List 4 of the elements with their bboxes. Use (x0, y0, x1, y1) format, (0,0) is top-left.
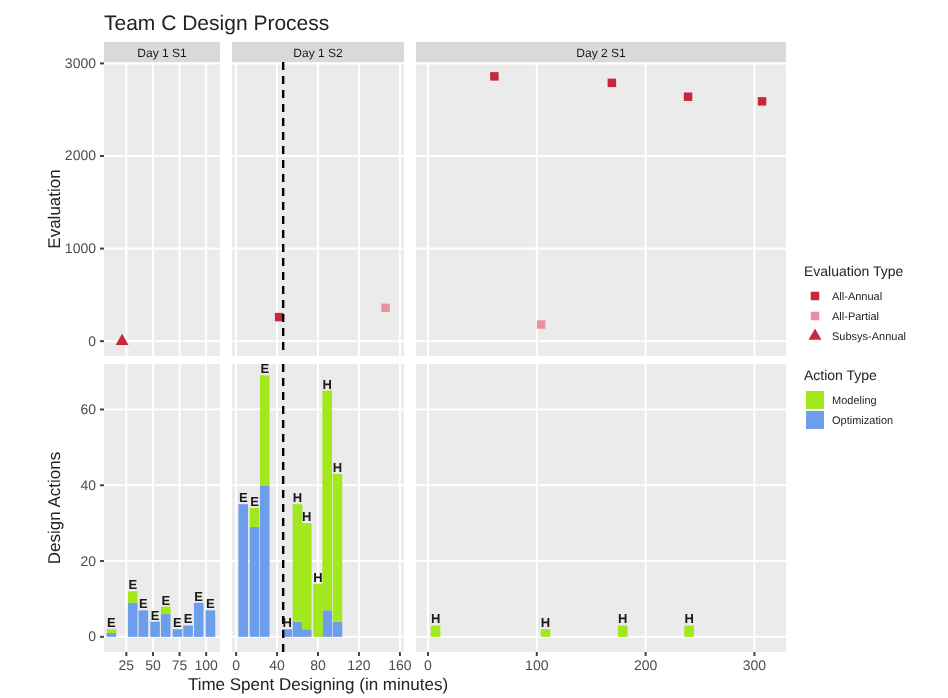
chart-title: Team C Design Process (104, 12, 330, 36)
y-axis-title: Design Actions (44, 451, 64, 565)
y-axis-title: Evaluation (44, 168, 64, 249)
x-axis-title: Time Spent Designing (in minutes) (187, 674, 449, 694)
